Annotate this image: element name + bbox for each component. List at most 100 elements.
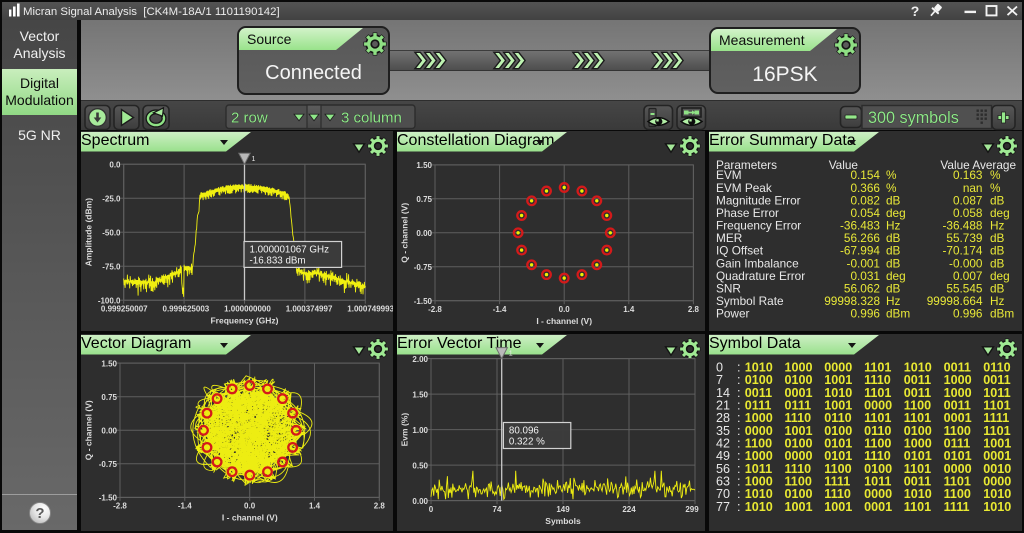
- svg-text:0011: 0011: [745, 386, 772, 400]
- svg-text:1111: 1111: [944, 500, 970, 514]
- svg-text:1.4: 1.4: [309, 502, 321, 511]
- svg-text:dBm: dBm: [990, 307, 1014, 321]
- svg-text:1101: 1101: [864, 360, 891, 374]
- svg-text:-70.174: -70.174: [942, 244, 982, 258]
- svg-text:Q - channel (V): Q - channel (V): [84, 400, 94, 460]
- svg-text:deg: deg: [886, 269, 906, 283]
- svg-text:0.0: 0.0: [244, 502, 256, 511]
- svg-text:I - channel (V): I - channel (V): [536, 316, 592, 326]
- svg-text:299: 299: [685, 505, 699, 514]
- svg-text:0101: 0101: [904, 449, 932, 463]
- svg-text:Parameters: Parameters: [716, 158, 777, 172]
- svg-text:1111: 1111: [824, 475, 850, 489]
- svg-text:1111: 1111: [983, 411, 1009, 425]
- svg-text:55.739: 55.739: [946, 231, 982, 245]
- svg-text:1100: 1100: [864, 437, 891, 451]
- svg-text:0.054: 0.054: [850, 206, 880, 220]
- svg-text:1100: 1100: [904, 398, 931, 412]
- svg-text:%: %: [886, 181, 897, 195]
- svg-text:1001: 1001: [824, 500, 852, 514]
- svg-text:1000: 1000: [785, 360, 813, 374]
- svg-text:0.996: 0.996: [953, 307, 983, 321]
- svg-text:0100: 0100: [785, 487, 813, 501]
- svg-text:1101: 1101: [864, 411, 891, 425]
- svg-text:1011: 1011: [745, 462, 772, 476]
- svg-text:Frequency Error: Frequency Error: [716, 219, 801, 233]
- svg-text:224: 224: [622, 505, 636, 514]
- svg-text:70: 70: [716, 487, 730, 501]
- svg-text:dB: dB: [886, 231, 901, 245]
- svg-text:74: 74: [493, 505, 502, 514]
- svg-text:0011: 0011: [904, 386, 931, 400]
- svg-text:Hz: Hz: [990, 219, 1005, 233]
- svg-text:1000: 1000: [944, 373, 972, 387]
- svg-text:-0.75: -0.75: [99, 460, 118, 469]
- svg-text:56: 56: [716, 462, 730, 476]
- svg-text:1101: 1101: [944, 475, 971, 489]
- svg-text:0110: 0110: [824, 411, 851, 425]
- svg-text:1010: 1010: [745, 487, 773, 501]
- svg-text:149: 149: [556, 505, 570, 514]
- svg-text:1100: 1100: [944, 424, 971, 438]
- svg-text:dB: dB: [990, 193, 1005, 207]
- svg-text:-1.50: -1.50: [99, 494, 118, 503]
- svg-text::: :: [737, 475, 741, 489]
- svg-text:0.0: 0.0: [559, 305, 571, 314]
- svg-text:Power: Power: [716, 307, 750, 321]
- svg-text::: :: [737, 373, 741, 387]
- svg-text:Value: Value: [829, 158, 859, 172]
- svg-text:0001: 0001: [983, 449, 1011, 463]
- svg-text:nan: nan: [963, 181, 983, 195]
- svg-text:0001: 0001: [785, 386, 813, 400]
- svg-text:0.999250007: 0.999250007: [101, 304, 148, 313]
- svg-text:1010: 1010: [904, 360, 932, 374]
- svg-text:14: 14: [716, 386, 730, 400]
- svg-text:-2.8: -2.8: [428, 305, 442, 314]
- svg-text:0011: 0011: [944, 398, 971, 412]
- svg-text:Symbol Rate: Symbol Rate: [716, 294, 784, 308]
- svg-text:0000: 0000: [864, 398, 892, 412]
- svg-text:dB: dB: [990, 231, 1005, 245]
- svg-text:Amplitude (dBm): Amplitude (dBm): [84, 198, 94, 267]
- svg-text::: :: [737, 386, 741, 400]
- svg-text:0111: 0111: [944, 437, 971, 451]
- svg-text::: :: [737, 437, 741, 451]
- svg-text:1000: 1000: [904, 437, 932, 451]
- svg-text:1101: 1101: [983, 424, 1010, 438]
- svg-text:0.087: 0.087: [953, 193, 983, 207]
- svg-text:0011: 0011: [983, 373, 1010, 387]
- svg-text:dB: dB: [886, 256, 901, 270]
- svg-text:1110: 1110: [824, 487, 851, 501]
- svg-text:0100: 0100: [785, 373, 813, 387]
- svg-text:%: %: [990, 168, 1001, 182]
- svg-text:0011: 0011: [904, 475, 931, 489]
- svg-text:-36.483: -36.483: [840, 219, 880, 233]
- svg-text:42: 42: [716, 437, 730, 451]
- svg-text:-67.994: -67.994: [840, 244, 880, 258]
- svg-text:1001: 1001: [785, 424, 813, 438]
- svg-text:0.031: 0.031: [850, 269, 880, 283]
- svg-text:Hz: Hz: [886, 294, 901, 308]
- svg-text:35: 35: [716, 424, 730, 438]
- svg-text:0000: 0000: [785, 449, 813, 463]
- svg-text:0110: 0110: [983, 360, 1010, 374]
- svg-text:0101: 0101: [824, 449, 852, 463]
- svg-text:Q - channel (V): Q - channel (V): [400, 203, 410, 263]
- svg-text:0101: 0101: [944, 449, 972, 463]
- svg-text:Quadrature Error: Quadrature Error: [716, 269, 805, 283]
- svg-text::: :: [737, 424, 741, 438]
- svg-text:0000: 0000: [983, 475, 1011, 489]
- svg-text:1010: 1010: [824, 386, 852, 400]
- svg-text::: :: [737, 411, 741, 425]
- svg-text:-1.4: -1.4: [493, 305, 507, 314]
- svg-text:1.000001067 GHz: 1.000001067 GHz: [250, 245, 330, 256]
- svg-text:1000: 1000: [944, 386, 972, 400]
- svg-text:0000: 0000: [944, 462, 972, 476]
- svg-text:deg: deg: [886, 206, 906, 220]
- svg-text:2.8: 2.8: [688, 305, 700, 314]
- svg-text:1000: 1000: [745, 411, 773, 425]
- svg-text:0011: 0011: [944, 360, 971, 374]
- svg-text:1010: 1010: [745, 500, 773, 514]
- svg-text:2.00: 2.00: [412, 355, 428, 364]
- svg-text:0.999625003: 0.999625003: [163, 304, 210, 313]
